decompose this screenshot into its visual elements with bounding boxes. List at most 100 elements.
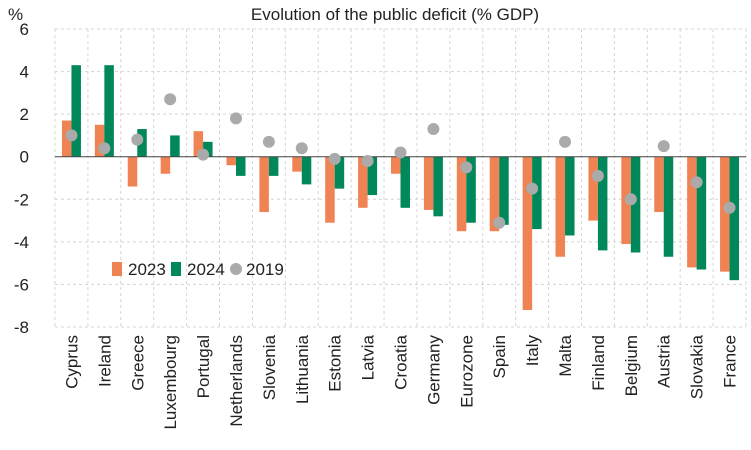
bar-2023-netherlands [226, 156, 236, 166]
bar-2024-estonia [334, 156, 345, 189]
bar-2024-croatia [400, 156, 410, 208]
bar-2023-portugal [193, 131, 204, 157]
x-category-label: Slovenia [260, 334, 279, 400]
bar-2023-croatia [391, 156, 401, 174]
bar-2023-malta [555, 156, 566, 257]
x-category-label: Spain [490, 335, 509, 378]
point-2019-ireland [98, 142, 111, 155]
bar-2024-cyprus [71, 65, 81, 157]
x-category-label: Cyprus [62, 335, 81, 389]
point-2019-malta [559, 135, 572, 148]
chart-title: Evolution of the public deficit (% GDP) [251, 5, 539, 24]
legend-swatch-2023 [112, 262, 122, 276]
x-category-label: Portugal [194, 335, 213, 398]
y-tick-label: -6 [14, 275, 29, 294]
y-tick-label: 0 [20, 148, 29, 167]
x-category-label: Estonia [326, 334, 345, 391]
bar-2024-germany [433, 156, 443, 217]
y-axis-unit-label: % [8, 5, 23, 24]
x-category-label: Ireland [95, 335, 114, 387]
point-2019-luxembourg [164, 93, 177, 106]
x-category-label: Belgium [622, 335, 641, 396]
bar-2024-latvia [367, 156, 378, 196]
bar-2023-greece [127, 156, 138, 187]
bar-2023-austria [654, 156, 664, 213]
point-2019-eurozone [460, 161, 473, 174]
bars-layer [61, 65, 740, 310]
bar-2024-italy [532, 156, 542, 230]
bar-2024-austria [663, 156, 674, 257]
points-layer [65, 93, 736, 229]
point-2019-slovakia [690, 176, 703, 189]
bar-2023-luxembourg [160, 156, 171, 174]
bar-2024-belgium [630, 156, 641, 253]
x-category-label: Latvia [359, 334, 378, 380]
bar-2024-netherlands [235, 156, 246, 176]
bar-2024-france [729, 156, 740, 281]
point-2019-germany [427, 123, 440, 136]
bar-2023-estonia [325, 156, 335, 223]
point-2019-italy [526, 182, 539, 195]
point-2019-croatia [394, 146, 407, 159]
bar-2023-finland [588, 156, 598, 221]
bar-2023-slovenia [259, 156, 269, 213]
point-2019-belgium [624, 193, 637, 206]
point-2019-portugal [197, 148, 210, 161]
point-2019-lithuania [295, 142, 308, 155]
x-category-label: Greece [128, 335, 147, 391]
bar-2024-slovenia [268, 156, 279, 176]
point-2019-netherlands [229, 112, 242, 125]
x-category-label: Croatia [392, 334, 411, 389]
y-tick-label: -4 [14, 233, 29, 252]
legend-label-2023: 2023 [128, 260, 166, 279]
point-2019-estonia [328, 152, 341, 165]
bar-2024-eurozone [466, 156, 476, 223]
bar-2024-lithuania [301, 156, 312, 185]
bar-2023-ireland [94, 124, 105, 157]
x-category-label: Luxembourg [161, 335, 180, 430]
bar-2024-finland [597, 156, 608, 251]
x-category-label: Malta [556, 334, 575, 376]
point-2019-greece [131, 133, 144, 146]
y-tick-label: 2 [20, 105, 29, 124]
bar-2023-latvia [358, 156, 368, 208]
point-2019-finland [591, 169, 604, 182]
x-category-label: Slovakia [688, 334, 707, 399]
x-category-label: France [721, 335, 740, 388]
bar-2023-eurozone [456, 156, 467, 232]
grid-layer [54, 28, 747, 328]
bar-2023-slovakia [687, 156, 697, 268]
x-category-label: Italy [523, 335, 542, 367]
legend-label-2019: 2019 [246, 260, 284, 279]
legend-swatch-2019 [230, 263, 242, 275]
bar-2023-france [720, 156, 730, 272]
bar-2024-portugal [203, 141, 213, 157]
bar-2023-germany [423, 156, 434, 210]
bar-2023-spain [489, 156, 500, 232]
point-2019-austria [657, 140, 670, 153]
point-2019-france [723, 201, 736, 214]
bar-2023-lithuania [292, 156, 302, 172]
axis-layer: -8 -6 -4 -2 0 2 4 6 Cyprus Ireland Greece Luxembour… [14, 20, 740, 430]
legend-label-2024: 2024 [187, 260, 225, 279]
x-category-label: Finland [589, 335, 608, 391]
bar-2024-luxembourg [170, 135, 180, 157]
point-2019-spain [493, 216, 506, 229]
bar-2023-italy [522, 156, 533, 310]
bar-2024-malta [565, 156, 575, 236]
point-2019-latvia [361, 154, 374, 167]
y-tick-label: 6 [20, 20, 29, 39]
legend-swatch-2024 [171, 262, 181, 276]
y-tick-label: -2 [14, 190, 29, 209]
y-tick-label: 4 [20, 63, 29, 82]
y-tick-label: -8 [14, 318, 29, 337]
bar-2024-spain [499, 156, 509, 225]
point-2019-cyprus [65, 129, 78, 142]
bar-2024-slovakia [696, 156, 707, 270]
x-category-label: Germany [424, 335, 443, 405]
legend: 2023 2024 2019 [112, 260, 284, 279]
point-2019-slovenia [262, 135, 275, 148]
x-category-label: Lithuania [293, 334, 312, 404]
